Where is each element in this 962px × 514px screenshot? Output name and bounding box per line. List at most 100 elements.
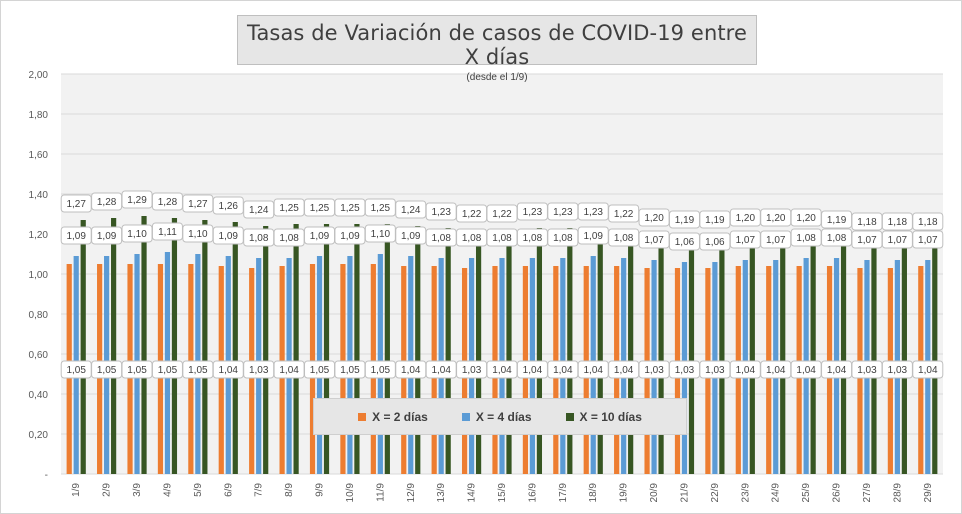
bar <box>658 234 664 474</box>
data-label-text: 1,04 <box>279 365 299 376</box>
data-label: 1,03 <box>699 360 731 379</box>
data-label-text: 1,22 <box>492 209 512 220</box>
data-label: 1,05 <box>182 360 214 379</box>
data-label: 1,24 <box>395 200 427 219</box>
data-label: 1,06 <box>668 232 700 251</box>
y-tick-label: 1,00 <box>29 270 49 281</box>
data-label: 1,22 <box>486 204 518 223</box>
data-label-text: 1,08 <box>553 233 573 244</box>
data-label: 1,06 <box>699 232 731 251</box>
y-tick-label: 2,00 <box>29 70 49 81</box>
data-label: 1,28 <box>91 192 123 211</box>
bar <box>901 238 907 474</box>
data-label-text: 1,22 <box>462 209 482 220</box>
data-label-text: 1,18 <box>888 217 908 228</box>
data-label: 1,20 <box>638 208 670 227</box>
data-label-text: 1,18 <box>918 217 938 228</box>
data-label-text: 1,09 <box>401 231 421 242</box>
data-label: 1,18 <box>881 212 913 231</box>
data-label: 1,11 <box>151 222 183 241</box>
data-label-text: 1,23 <box>553 207 573 218</box>
bar <box>354 224 360 474</box>
data-label: 1,05 <box>91 360 123 379</box>
data-label-text: 1,19 <box>827 215 847 226</box>
data-label-text: 1,04 <box>401 365 421 376</box>
bar <box>141 216 147 474</box>
data-label-text: 1,07 <box>857 235 877 246</box>
data-label-text: 1,24 <box>249 205 269 216</box>
x-tick-label: 24/9 <box>771 483 782 503</box>
bar <box>415 226 421 474</box>
data-label: 1,03 <box>881 360 913 379</box>
x-tick-label: 7/9 <box>254 483 265 497</box>
data-label: 1,08 <box>547 228 579 247</box>
legend-label: X = 2 días <box>372 409 428 424</box>
data-label-text: 1,28 <box>97 197 117 208</box>
data-label-text: 1,07 <box>888 235 908 246</box>
data-label: 1,04 <box>486 360 518 379</box>
data-label-text: 1,04 <box>492 365 512 376</box>
data-label: 1,09 <box>212 226 244 245</box>
data-label-text: 1,07 <box>766 235 786 246</box>
legend-swatch-green <box>565 412 574 421</box>
data-label: 1,05 <box>60 360 92 379</box>
data-label: 1,04 <box>212 360 244 379</box>
data-label: 1,25 <box>364 198 396 217</box>
data-label-text: 1,09 <box>340 231 360 242</box>
bar <box>871 238 877 474</box>
x-tick-label: 18/9 <box>588 483 599 503</box>
data-label-text: 1,08 <box>492 233 512 244</box>
data-label-text: 1,26 <box>219 201 239 212</box>
data-label: 1,08 <box>608 228 640 247</box>
data-label: 1,24 <box>243 200 275 219</box>
data-label: 1,20 <box>790 208 822 227</box>
data-label-text: 1,25 <box>310 203 330 214</box>
bar <box>80 220 86 474</box>
data-label-text: 1,29 <box>127 195 147 206</box>
bar <box>263 226 269 474</box>
x-tick-label: 17/9 <box>558 483 569 503</box>
bar <box>719 236 725 474</box>
bar <box>506 230 512 474</box>
data-label: 1,23 <box>425 202 457 221</box>
data-label-text: 1,04 <box>614 365 634 376</box>
bar <box>749 234 755 474</box>
x-tick-label: 4/9 <box>162 483 173 497</box>
x-tick-label: 2/9 <box>102 483 113 497</box>
x-tick-label: 25/9 <box>801 483 812 503</box>
bar <box>232 222 238 474</box>
bar <box>202 220 208 474</box>
data-label: 1,08 <box>425 228 457 247</box>
data-label-text: 1,05 <box>188 365 208 376</box>
bar <box>840 236 847 474</box>
bar <box>111 218 117 474</box>
data-label: 1,05 <box>121 360 153 379</box>
title-box: Tasas de Variación de casos de COVID-19 … <box>237 15 757 83</box>
data-label-text: 1,25 <box>279 203 299 214</box>
data-label-text: 1,05 <box>158 365 178 376</box>
data-label-text: 1,20 <box>736 213 756 224</box>
data-label-text: 1,10 <box>188 229 208 240</box>
legend-entry: X = 2 días <box>358 410 428 424</box>
data-label: 1,25 <box>334 198 366 217</box>
legend-entry: X = 4 días <box>461 410 532 424</box>
data-label-text: 1,05 <box>340 365 360 376</box>
x-tick-label: 14/9 <box>467 483 478 503</box>
data-label-text: 1,19 <box>705 215 725 226</box>
data-label-text: 1,04 <box>553 365 573 376</box>
data-label-text: 1,05 <box>127 365 147 376</box>
data-label-text: 1,03 <box>888 365 908 376</box>
data-label-text: 1,08 <box>614 233 634 244</box>
data-label-text: 1,09 <box>66 231 86 242</box>
data-label: 1,10 <box>121 224 153 243</box>
data-label: 1,09 <box>395 226 427 245</box>
data-label: 1,03 <box>851 360 883 379</box>
data-label: 1,08 <box>516 228 548 247</box>
data-label: 1,09 <box>91 226 123 245</box>
data-label-text: 1,09 <box>310 231 330 242</box>
data-label-box <box>912 360 944 379</box>
bar <box>628 230 634 474</box>
data-label: 1,18 <box>912 212 944 231</box>
data-label-text: 1,07 <box>918 235 938 246</box>
